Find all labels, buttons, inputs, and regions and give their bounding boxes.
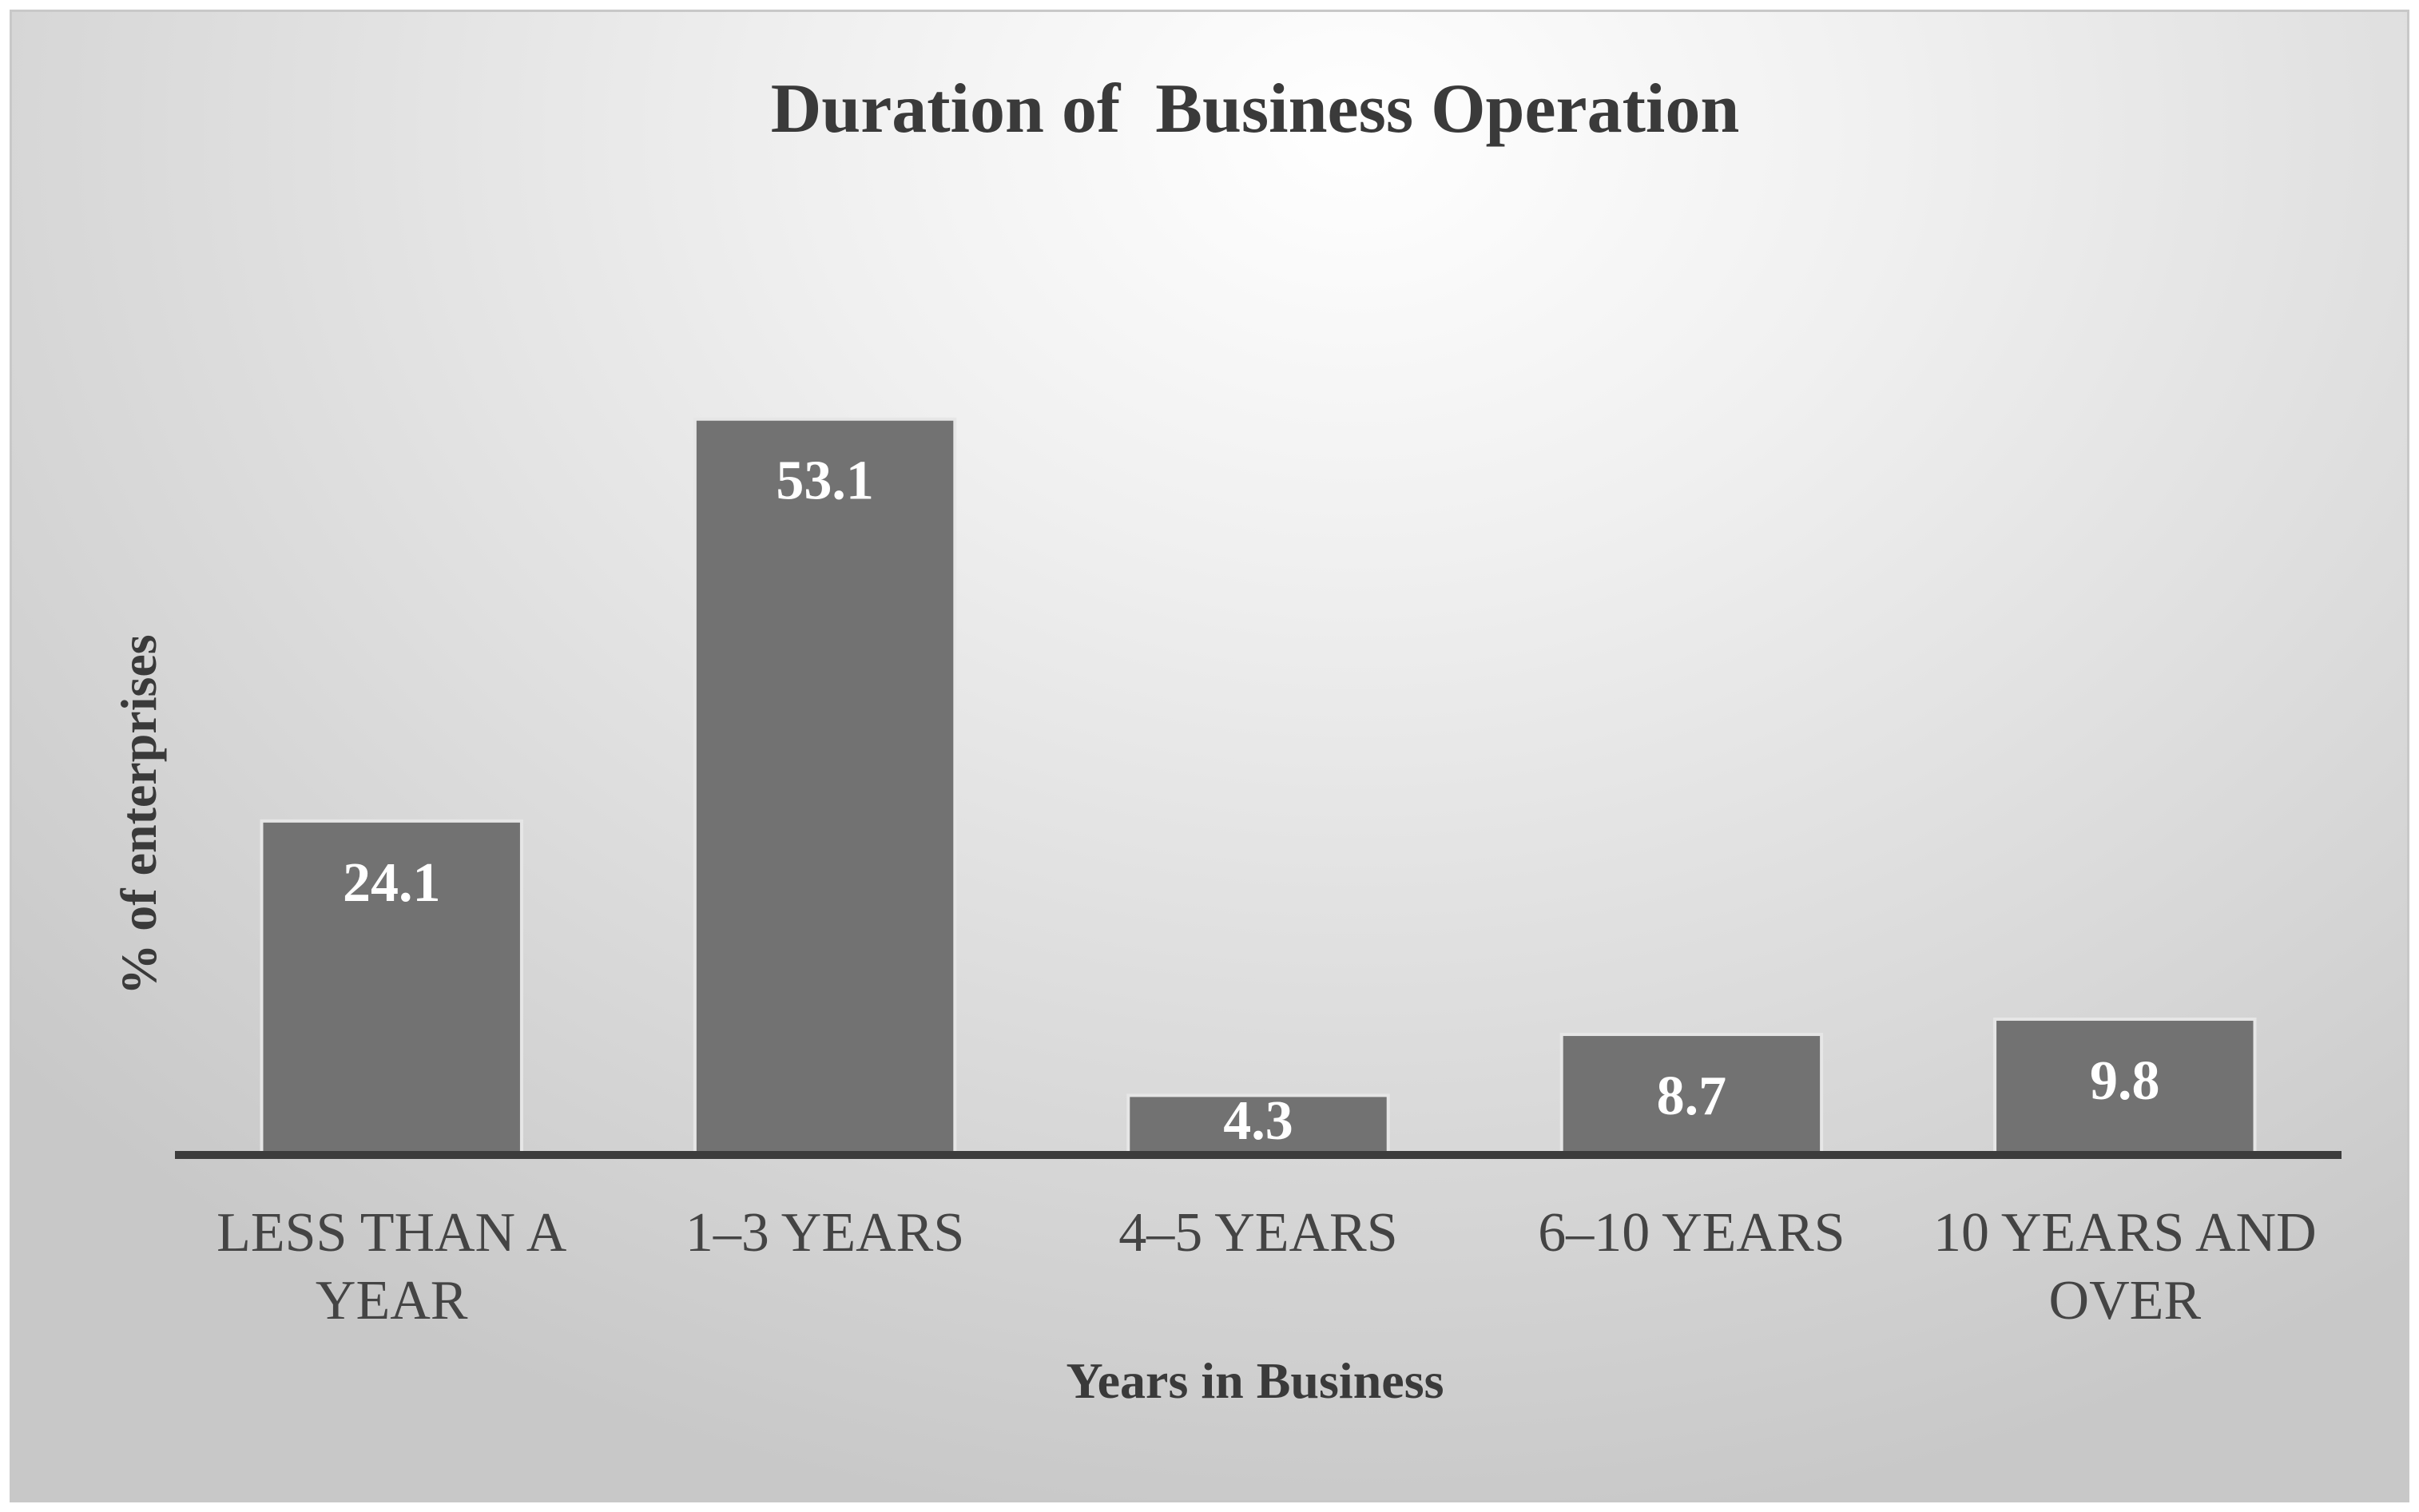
bar-3 bbox=[1559, 1033, 1824, 1157]
x-tick-label-4-line-1: OVER bbox=[2049, 1270, 2202, 1331]
data-label-0: 24.1 bbox=[343, 852, 441, 914]
bar-1 bbox=[693, 417, 957, 1157]
data-label-2: 4.3 bbox=[1223, 1090, 1293, 1152]
data-labels-layer: 24.1 53.1 4.3 8.7 9.8 bbox=[343, 450, 2160, 1152]
y-axis-title: % of enterprises bbox=[110, 634, 167, 994]
data-label-4: 9.8 bbox=[2090, 1050, 2160, 1112]
bar-0 bbox=[260, 819, 523, 1157]
bar-4 bbox=[1993, 1017, 2257, 1157]
x-axis-title: Years in Business bbox=[1067, 1352, 1444, 1409]
x-tick-label-0-line-1: YEAR bbox=[316, 1270, 468, 1331]
x-tick-label-0-line-0: LESS THAN A bbox=[216, 1202, 567, 1264]
x-tick-label-4-line-0: 10 YEARS AND bbox=[1933, 1202, 2317, 1264]
data-label-1: 53.1 bbox=[776, 450, 874, 512]
bar-chart: Duration of Business Operation % of ente… bbox=[110, 70, 2342, 1409]
x-tick-label-1-line-0: 1–3 YEARS bbox=[685, 1202, 964, 1264]
chart-frame: Duration of Business Operation % of ente… bbox=[10, 10, 2409, 1502]
bar-2 bbox=[1126, 1093, 1390, 1157]
x-tick-label-2-line-0: 4–5 YEARS bbox=[1118, 1202, 1397, 1264]
bars-layer bbox=[260, 417, 2257, 1157]
x-tick-label-3-line-0: 6–10 YEARS bbox=[1538, 1202, 1845, 1264]
chart-title: Duration of Business Operation bbox=[771, 70, 1740, 148]
data-label-3: 8.7 bbox=[1657, 1066, 1727, 1127]
